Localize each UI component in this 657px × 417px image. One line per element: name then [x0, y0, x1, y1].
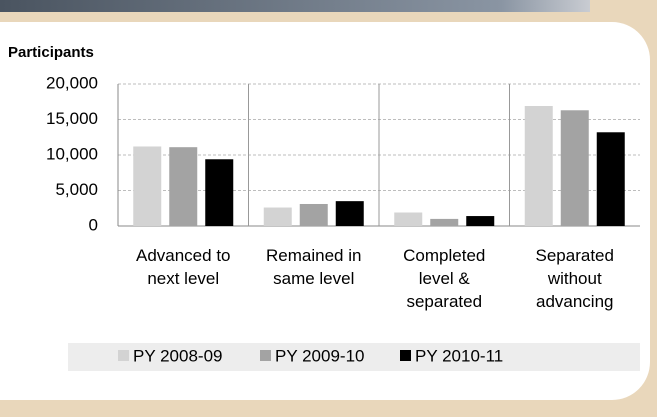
- bar: [263, 207, 292, 226]
- bar: [335, 201, 364, 226]
- y-tick-label: 20,000: [46, 73, 98, 92]
- bar: [133, 146, 162, 226]
- bar: [560, 110, 589, 226]
- y-tick-label: 10,000: [46, 144, 98, 163]
- x-tick-label: Advanced to next level: [135, 246, 231, 288]
- bar: [430, 218, 459, 226]
- x-tick-label: Completed level & separated: [403, 246, 486, 311]
- legend-label: PY 2010-11: [415, 346, 503, 365]
- y-tick-label: 5,000: [55, 180, 98, 199]
- legend-label: PY 2008-09: [133, 346, 222, 365]
- y-tick-label: 15,000: [46, 109, 98, 128]
- bar: [524, 106, 553, 226]
- bar: [596, 132, 625, 226]
- bar: [205, 159, 234, 226]
- bar: [394, 212, 423, 226]
- legend-swatch: [400, 350, 411, 361]
- x-tick-label: Separated without advancing: [535, 246, 614, 311]
- y-tick-label: 0: [89, 215, 98, 234]
- bar: [466, 216, 495, 226]
- top-bar: [0, 0, 590, 12]
- bar: [299, 203, 328, 226]
- bar: [169, 147, 198, 226]
- x-tick-label: Remained in same level: [266, 246, 362, 288]
- legend-swatch: [118, 350, 129, 361]
- legend-band: [68, 343, 640, 371]
- legend-label: PY 2009-10: [275, 346, 364, 365]
- y-axis-label: Participants: [8, 44, 94, 61]
- legend-swatch: [260, 350, 271, 361]
